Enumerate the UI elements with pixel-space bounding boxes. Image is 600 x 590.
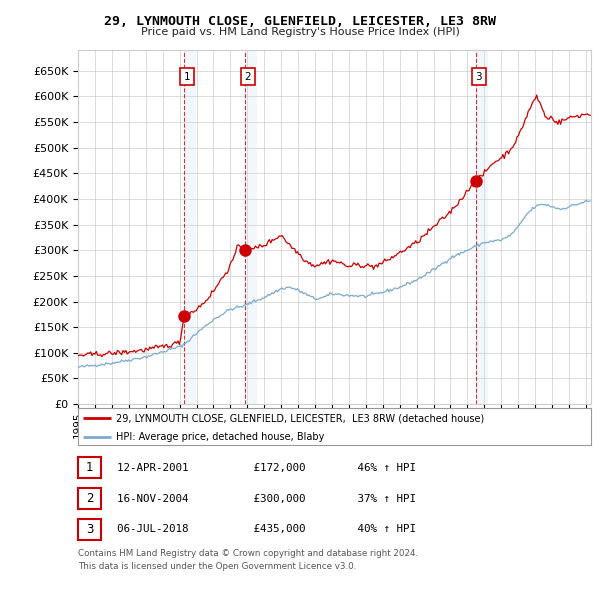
Text: Contains HM Land Registry data © Crown copyright and database right 2024.: Contains HM Land Registry data © Crown c… <box>78 549 418 558</box>
Text: 29, LYNMOUTH CLOSE, GLENFIELD, LEICESTER,  LE3 8RW (detached house): 29, LYNMOUTH CLOSE, GLENFIELD, LEICESTER… <box>116 414 485 423</box>
Text: 12-APR-2001          £172,000        46% ↑ HPI: 12-APR-2001 £172,000 46% ↑ HPI <box>104 463 416 473</box>
Text: This data is licensed under the Open Government Licence v3.0.: This data is licensed under the Open Gov… <box>78 562 356 571</box>
Text: 29, LYNMOUTH CLOSE, GLENFIELD, LEICESTER, LE3 8RW: 29, LYNMOUTH CLOSE, GLENFIELD, LEICESTER… <box>104 15 496 28</box>
Bar <box>245 50 257 404</box>
Text: 3: 3 <box>475 72 482 82</box>
Text: 2: 2 <box>86 492 93 505</box>
Text: Price paid vs. HM Land Registry's House Price Index (HPI): Price paid vs. HM Land Registry's House … <box>140 27 460 37</box>
Bar <box>184 50 196 404</box>
Text: 06-JUL-2018          £435,000        40% ↑ HPI: 06-JUL-2018 £435,000 40% ↑ HPI <box>104 525 416 534</box>
Text: 3: 3 <box>86 523 93 536</box>
Bar <box>476 50 488 404</box>
Text: 1: 1 <box>86 461 93 474</box>
Text: 16-NOV-2004          £300,000        37% ↑ HPI: 16-NOV-2004 £300,000 37% ↑ HPI <box>104 494 416 503</box>
Text: HPI: Average price, detached house, Blaby: HPI: Average price, detached house, Blab… <box>116 432 325 442</box>
Text: 2: 2 <box>245 72 251 82</box>
Text: 1: 1 <box>184 72 190 82</box>
